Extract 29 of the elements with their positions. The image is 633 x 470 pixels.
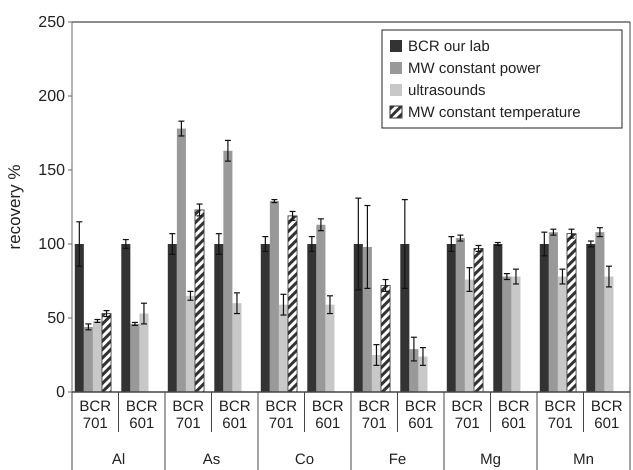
text: Fe xyxy=(388,451,406,468)
x-tick-label: BCR 601 xyxy=(498,398,530,432)
x-tick-label: BCR 701 xyxy=(358,398,390,432)
x-tick-label: BCR 601 xyxy=(312,398,344,432)
y-tick-label: 200 xyxy=(38,88,66,106)
y-tick-label: 250 xyxy=(38,14,66,32)
legend-label: BCR our lab xyxy=(408,38,490,55)
x-tick-label: BCR 601 xyxy=(404,398,437,432)
text: Al xyxy=(112,451,126,468)
x-tick-label: BCR 701 xyxy=(265,398,298,432)
text: Mn xyxy=(573,451,594,468)
x-tick-label: BCR 601 xyxy=(126,398,158,432)
text: As xyxy=(202,451,220,468)
y-axis-title: recovery % xyxy=(5,164,24,250)
legend-label: ultrasounds xyxy=(408,82,486,99)
x-tick-label: BCR 701 xyxy=(451,398,484,432)
text: Co xyxy=(294,451,314,468)
legend-label: MW constant power xyxy=(408,60,541,77)
x-tick-label: BCR 701 xyxy=(79,398,112,432)
y-tick-label: 0 xyxy=(56,384,66,402)
x-tick-label: BCR 701 xyxy=(172,398,204,432)
text: Mg xyxy=(480,451,501,468)
legend-label: MW constant temperature xyxy=(408,104,581,121)
x-tick-label: BCR 701 xyxy=(544,398,576,432)
x-tick-label: BCR 601 xyxy=(590,398,623,432)
x-tick-label: BCR 601 xyxy=(218,398,251,432)
y-tick-label: 100 xyxy=(38,236,66,254)
y-tick-label: 50 xyxy=(47,310,66,328)
y-tick-label: 150 xyxy=(38,162,66,180)
